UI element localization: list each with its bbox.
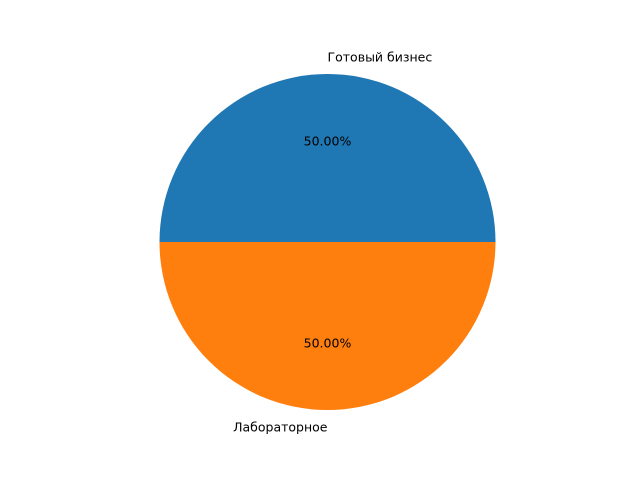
slice-category-label-2: Лабораторное [233,419,328,434]
pie-slice-2 [159,242,496,410]
pie-slices [159,74,496,410]
pie-slice-1 [159,74,496,242]
slice-percent-label-1: 50.00% [304,134,352,149]
slice-percent-label-2: 50.00% [304,335,352,350]
pie-labels: 50.00% Готовый бизнес 50.00% Лабораторное [233,50,432,435]
slice-category-label-1: Готовый бизнес [328,50,433,65]
